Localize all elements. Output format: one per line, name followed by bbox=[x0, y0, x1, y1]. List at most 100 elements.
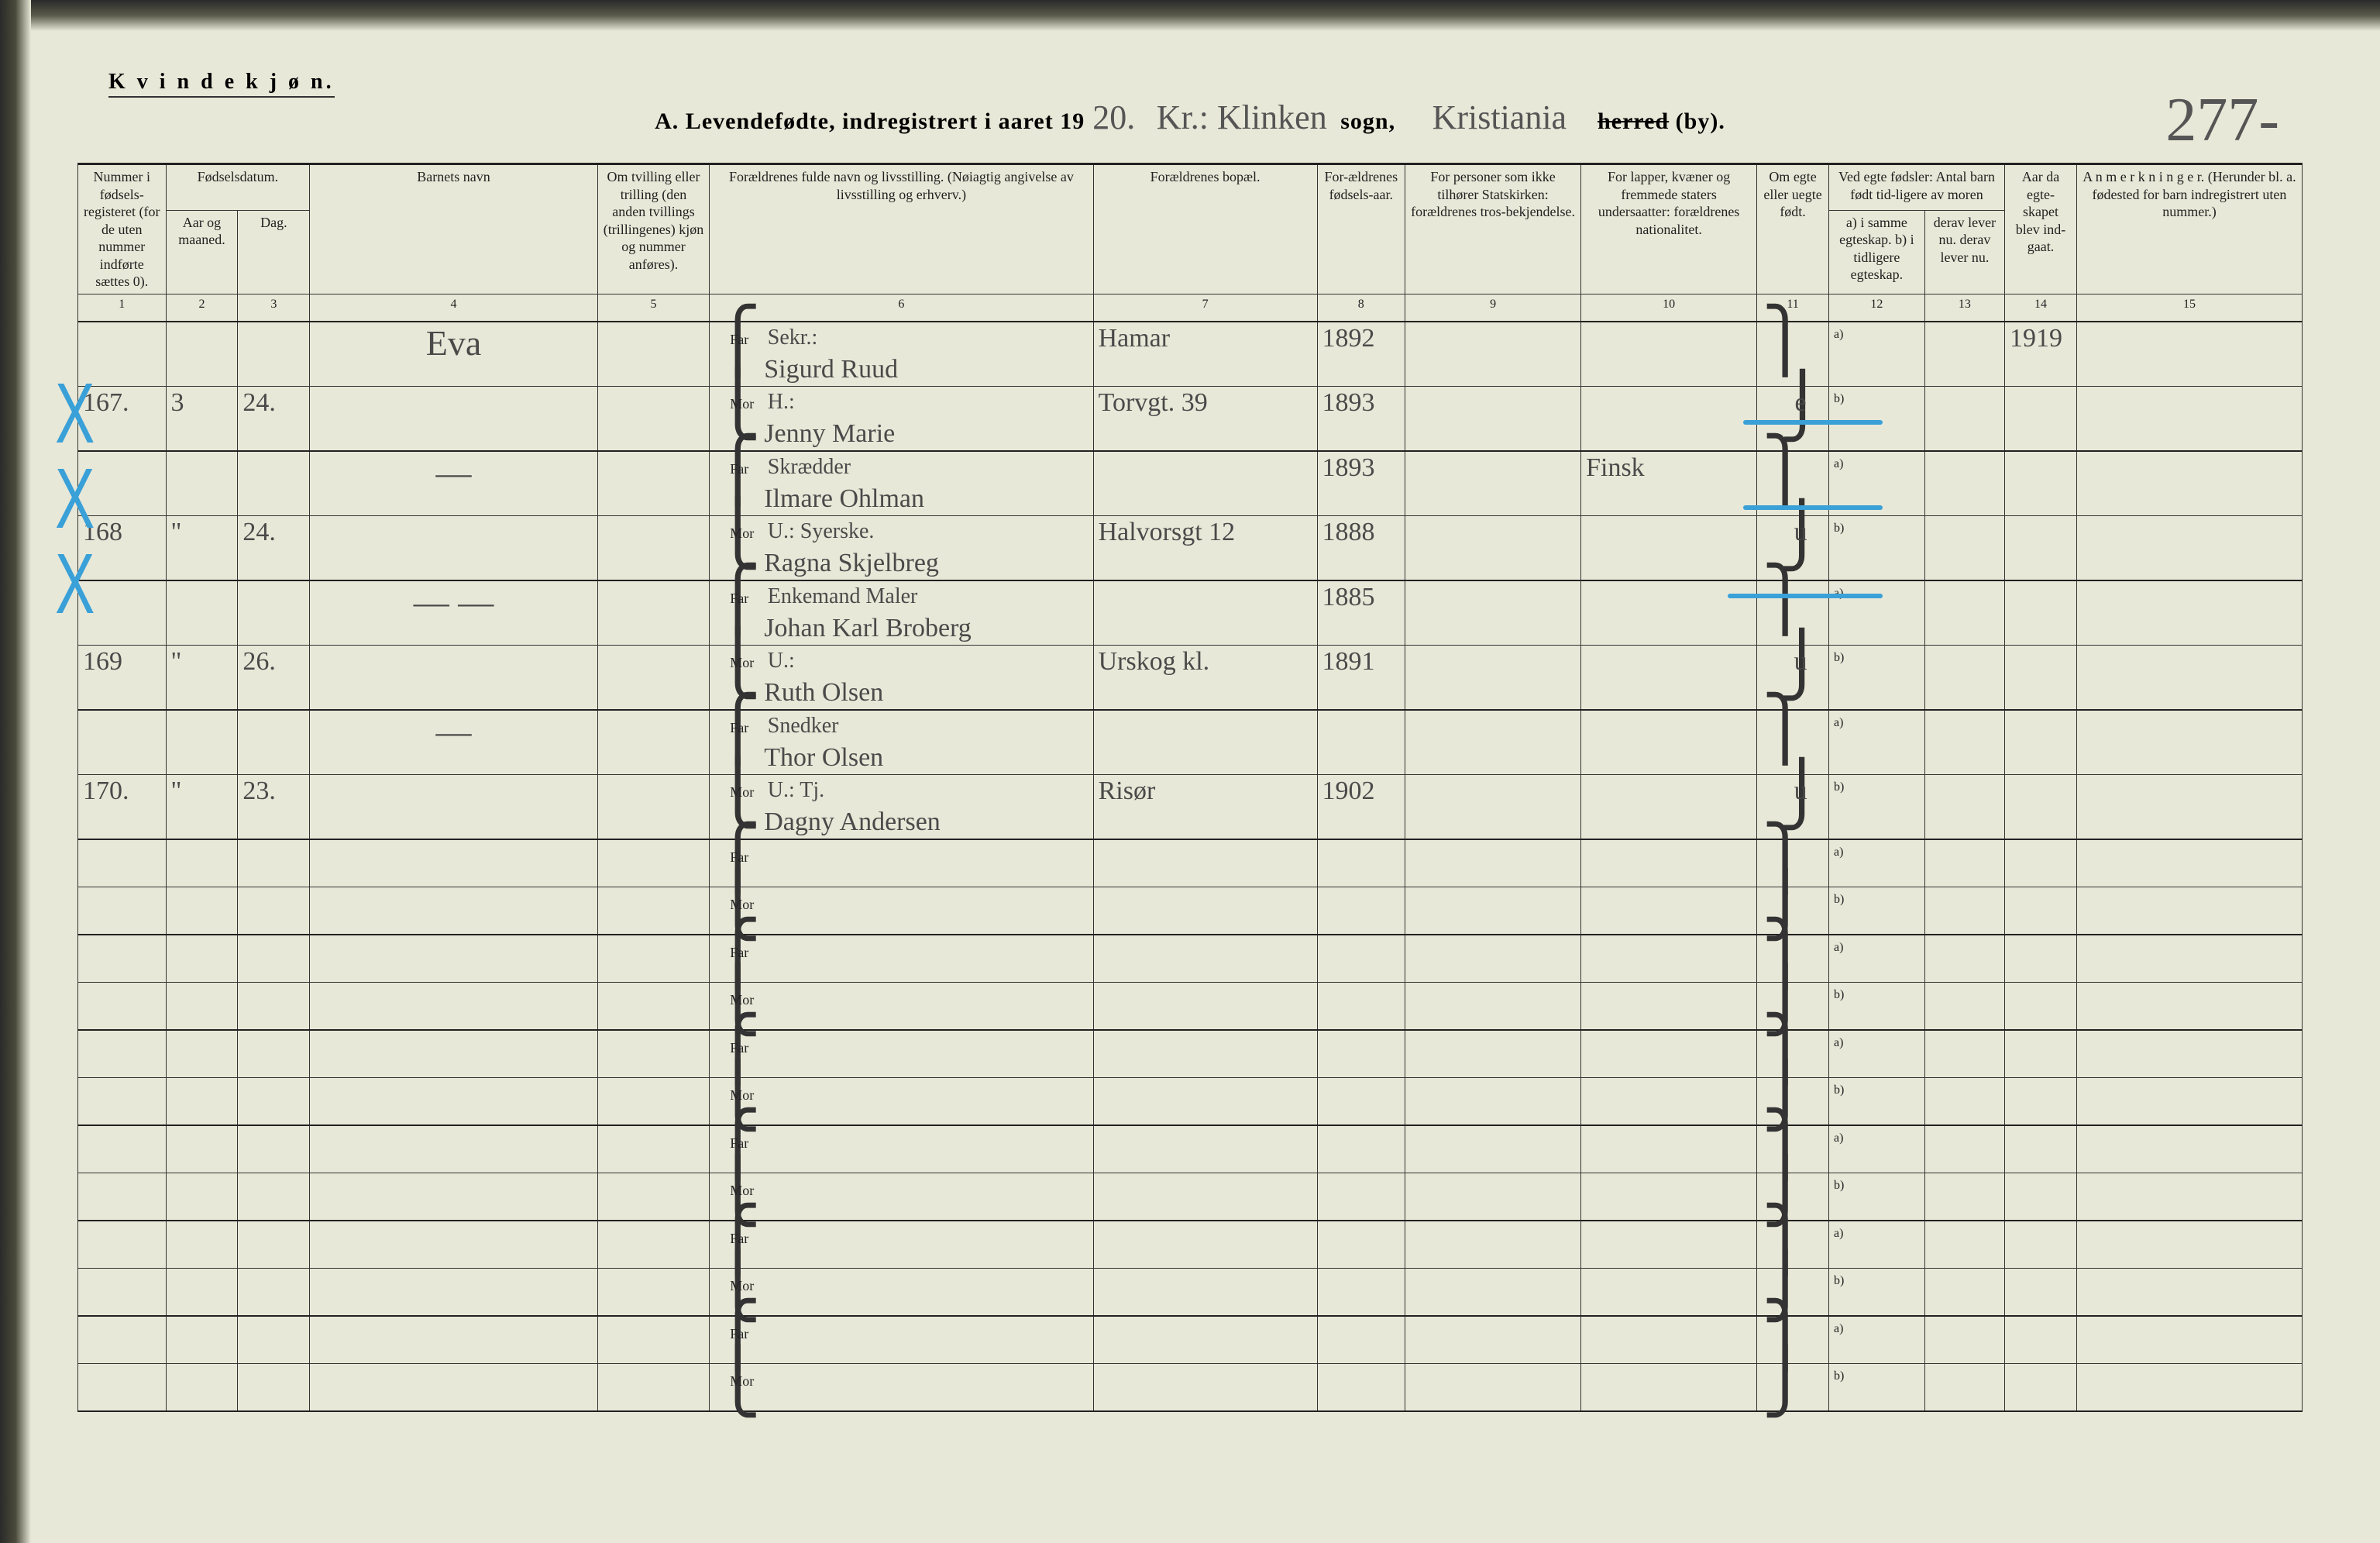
cell: ⎩Mor U.: Syerske.Ragna Skjelbreg bbox=[710, 515, 1093, 580]
cell bbox=[2076, 839, 2302, 887]
cell bbox=[2005, 1363, 2077, 1411]
table-row: 168"24.⎩Mor U.: Syerske.Ragna SkjelbregH… bbox=[78, 515, 2303, 580]
cell: a) bbox=[1829, 710, 1925, 775]
cell bbox=[597, 322, 709, 387]
cell bbox=[1405, 1077, 1581, 1125]
cell bbox=[2076, 1221, 2302, 1269]
cell bbox=[1581, 645, 1757, 710]
table-row: 170."23.⎩Mor U.: Tj.Dagny AndersenRisør1… bbox=[78, 774, 2303, 839]
cell bbox=[166, 1363, 238, 1411]
col-header: Fødselsdatum. bbox=[166, 164, 310, 211]
cell: a) bbox=[1829, 1316, 1925, 1364]
cell bbox=[1924, 1173, 2004, 1221]
cell bbox=[310, 1030, 598, 1078]
cell bbox=[78, 982, 167, 1030]
cell bbox=[1405, 580, 1581, 646]
table-row: — —⎧Far Enkemand MalerJohan Karl Broberg… bbox=[78, 580, 2303, 646]
cell: Eva bbox=[310, 322, 598, 387]
cell bbox=[78, 1363, 167, 1411]
table-row: ⎧Far⎫a) bbox=[78, 839, 2303, 887]
cell bbox=[1405, 386, 1581, 451]
cell: 167. bbox=[78, 386, 167, 451]
table-body: Eva⎧Far Sekr.:Sigurd RuudHamar1892⎫a)191… bbox=[78, 322, 2303, 1411]
col-header: Ved egte fødsler: Antal barn født tid-li… bbox=[1829, 164, 2005, 211]
cell bbox=[1924, 887, 2004, 935]
cell bbox=[1924, 451, 2004, 516]
cell bbox=[1405, 1125, 1581, 1173]
cell: 3 bbox=[166, 386, 238, 451]
cell bbox=[238, 935, 310, 983]
cell bbox=[1581, 1077, 1757, 1125]
year-hand: 20. bbox=[1085, 101, 1143, 135]
cell: b) bbox=[1829, 982, 1925, 1030]
table-row: ⎧Far⎫a) bbox=[78, 1030, 2303, 1078]
cell bbox=[78, 1173, 167, 1221]
cell bbox=[1581, 1316, 1757, 1364]
cell bbox=[1317, 1316, 1405, 1364]
cell bbox=[1581, 1221, 1757, 1269]
cell bbox=[310, 1125, 598, 1173]
cell bbox=[1581, 982, 1757, 1030]
page-number: 277- bbox=[2165, 85, 2279, 156]
cell bbox=[78, 839, 167, 887]
cell bbox=[1581, 580, 1757, 646]
cell bbox=[1924, 515, 2004, 580]
cell bbox=[238, 887, 310, 935]
cell bbox=[1924, 1030, 2004, 1078]
col-header: For lapper, kvæner og fremmede staters u… bbox=[1581, 164, 1757, 294]
title-prefix: A. Levendefødte, indregistrert i aaret 1… bbox=[655, 108, 1085, 134]
cell bbox=[1317, 1363, 1405, 1411]
col-header: Om egte eller uegte født. bbox=[1757, 164, 1829, 294]
cell: Halvorsgt 12 bbox=[1093, 515, 1317, 580]
cell: ⎧Far bbox=[710, 1030, 1093, 1078]
cell bbox=[1093, 1221, 1317, 1269]
cell: — bbox=[310, 710, 598, 775]
colnum: 14 bbox=[2005, 294, 2077, 322]
cell bbox=[597, 515, 709, 580]
cell bbox=[1581, 839, 1757, 887]
cell bbox=[1581, 1268, 1757, 1316]
cell: " bbox=[166, 645, 238, 710]
cell bbox=[2076, 386, 2302, 451]
colnum: 7 bbox=[1093, 294, 1317, 322]
cell bbox=[2005, 1173, 2077, 1221]
cell bbox=[166, 935, 238, 983]
cell bbox=[310, 839, 598, 887]
cell bbox=[310, 1268, 598, 1316]
cell bbox=[1581, 774, 1757, 839]
table-row: Eva⎧Far Sekr.:Sigurd RuudHamar1892⎫a)191… bbox=[78, 322, 2303, 387]
cell bbox=[2076, 1316, 2302, 1364]
table-row: ⎩Mor⎭b) bbox=[78, 1268, 2303, 1316]
cell bbox=[310, 1316, 598, 1364]
cell bbox=[2005, 839, 2077, 887]
cell bbox=[310, 1363, 598, 1411]
cell: b) bbox=[1829, 887, 1925, 935]
sogn-label: sogn, bbox=[1340, 108, 1395, 134]
cell bbox=[597, 1316, 709, 1364]
cell bbox=[1093, 1030, 1317, 1078]
cell bbox=[166, 1030, 238, 1078]
cell bbox=[238, 710, 310, 775]
cell bbox=[1405, 1316, 1581, 1364]
cell: Risør bbox=[1093, 774, 1317, 839]
col-header: Dag. bbox=[238, 210, 310, 294]
cell bbox=[597, 386, 709, 451]
cell bbox=[1581, 710, 1757, 775]
cell bbox=[1924, 774, 2004, 839]
paper-edge bbox=[0, 0, 31, 1543]
cell bbox=[597, 774, 709, 839]
cell bbox=[238, 1030, 310, 1078]
cell bbox=[166, 1173, 238, 1221]
cell bbox=[1317, 982, 1405, 1030]
cell bbox=[1581, 1173, 1757, 1221]
colnum: 9 bbox=[1405, 294, 1581, 322]
table-row: ⎩Mor⎭b) bbox=[78, 1173, 2303, 1221]
cell: ⎩Mor bbox=[710, 1268, 1093, 1316]
cell bbox=[1581, 322, 1757, 387]
cell bbox=[1093, 710, 1317, 775]
cell bbox=[2076, 1030, 2302, 1078]
cell: 1885 bbox=[1317, 580, 1405, 646]
cell bbox=[1317, 887, 1405, 935]
table-row: ⎩Mor⎭b) bbox=[78, 982, 2303, 1030]
cell bbox=[2005, 774, 2077, 839]
